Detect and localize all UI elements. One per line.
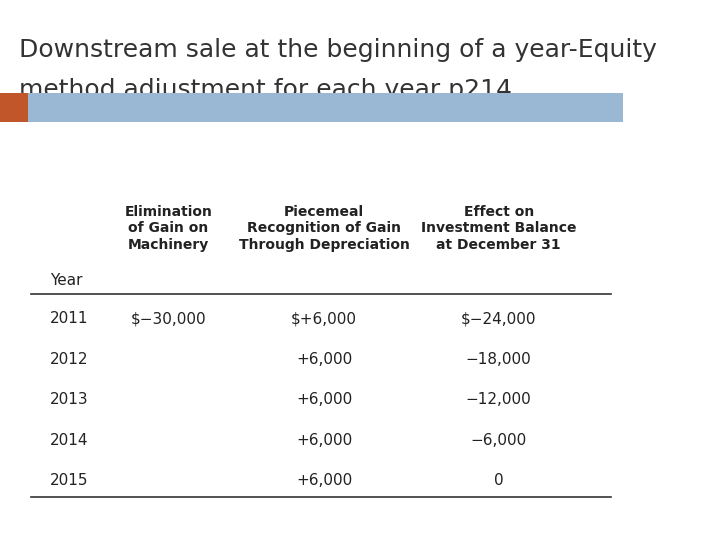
Text: 2015: 2015 — [50, 473, 89, 488]
Text: Year: Year — [50, 273, 82, 288]
Text: Effect on
Investment Balance
at December 31: Effect on Investment Balance at December… — [421, 205, 577, 252]
Text: +6,000: +6,000 — [296, 433, 352, 448]
Text: method adjustment for each year p214: method adjustment for each year p214 — [19, 78, 512, 102]
Text: Piecemeal
Recognition of Gain
Through Depreciation: Piecemeal Recognition of Gain Through De… — [239, 205, 410, 252]
Text: +6,000: +6,000 — [296, 392, 352, 407]
Text: −12,000: −12,000 — [466, 392, 531, 407]
Text: Elimination
of Gain on
Machinery: Elimination of Gain on Machinery — [125, 205, 212, 252]
Text: $+6,000: $+6,000 — [291, 311, 357, 326]
Text: +6,000: +6,000 — [296, 352, 352, 367]
Text: 2014: 2014 — [50, 433, 89, 448]
Text: $−24,000: $−24,000 — [461, 311, 536, 326]
Text: 2011: 2011 — [50, 311, 89, 326]
Text: −18,000: −18,000 — [466, 352, 531, 367]
Text: 0: 0 — [494, 473, 503, 488]
Bar — [28, 93, 624, 122]
Text: Downstream sale at the beginning of a year-Equity: Downstream sale at the beginning of a ye… — [19, 38, 657, 62]
Text: +6,000: +6,000 — [296, 473, 352, 488]
Text: 2012: 2012 — [50, 352, 89, 367]
Bar — [0, 93, 28, 122]
Text: 2013: 2013 — [50, 392, 89, 407]
Text: −6,000: −6,000 — [471, 433, 527, 448]
Text: $−30,000: $−30,000 — [130, 311, 206, 326]
